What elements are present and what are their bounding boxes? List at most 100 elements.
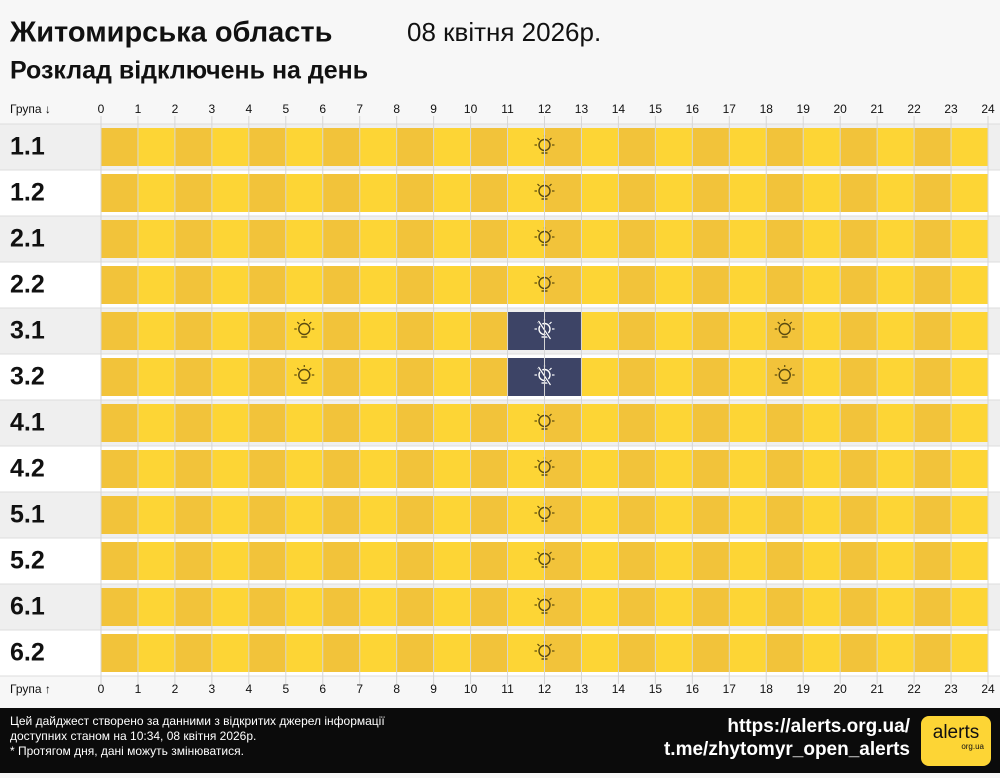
hour-shade (322, 588, 360, 626)
hour-shade (101, 312, 138, 350)
hour-shade (174, 496, 212, 534)
x-tick-label: 3 (209, 682, 216, 696)
hour-shade (840, 174, 878, 212)
x-tick-label: 19 (797, 102, 811, 116)
x-tick-label: 9 (430, 682, 437, 696)
hour-shade (766, 358, 804, 396)
hour-shade (174, 220, 212, 258)
hour-shade (766, 542, 804, 580)
x-tick-label: 2 (172, 682, 179, 696)
x-tick-label: 5 (282, 682, 289, 696)
hour-shade (914, 634, 952, 672)
hour-shade (914, 450, 952, 488)
link[interactable]: https://alerts.org.ua/ (727, 716, 910, 737)
hour-shade (840, 450, 878, 488)
x-tick-label: 10 (464, 682, 478, 696)
hour-shade (174, 588, 212, 626)
hour-shade (618, 404, 656, 442)
hour-shade (322, 312, 360, 350)
hour-shade (396, 358, 434, 396)
hour-shade (396, 128, 434, 166)
x-tick-label: 12 (538, 682, 552, 696)
x-tick-label: 23 (944, 682, 958, 696)
group-label: 6.1 (10, 593, 45, 621)
hour-shade (322, 542, 360, 580)
hour-shade (618, 312, 656, 350)
hour-shade (544, 496, 582, 534)
hour-shade (101, 174, 138, 212)
hour-shade (544, 220, 582, 258)
hour-shade (840, 358, 878, 396)
hour-shade (174, 358, 212, 396)
hour-shade (544, 634, 582, 672)
hour-shade (618, 174, 656, 212)
bulb-icon-part (549, 459, 552, 463)
hour-shade (914, 220, 952, 258)
group-label: 3.1 (10, 317, 45, 345)
hour-shade (692, 496, 730, 534)
hour-shade (840, 496, 878, 534)
hour-shade (396, 312, 434, 350)
hour-shade (692, 588, 730, 626)
hour-shade (248, 312, 286, 350)
bulb-icon-part (789, 367, 793, 371)
link[interactable]: t.me/zhytomyr_open_alerts (664, 739, 910, 760)
bulb-icon-part (549, 275, 552, 279)
x-tick-label: 15 (649, 682, 663, 696)
x-tick-label: 21 (870, 682, 884, 696)
hour-shade (692, 634, 730, 672)
hour-shade (322, 450, 360, 488)
y-label-top: Група ↓ (10, 102, 51, 116)
hour-shade (396, 174, 434, 212)
bulb-icon-part (549, 229, 552, 233)
hour-shade (174, 404, 212, 442)
x-tick-label: 8 (393, 682, 400, 696)
x-tick-label: 4 (245, 682, 252, 696)
group-label: 4.1 (10, 409, 45, 437)
x-tick-label: 24 (981, 682, 995, 696)
x-tick-label: 4 (245, 102, 252, 116)
bulb-icon-part (537, 459, 540, 463)
hour-shade (248, 266, 286, 304)
hour-shade (101, 358, 138, 396)
title: Житомирська область (9, 17, 332, 49)
hour-shade (544, 266, 582, 304)
hour-shade (914, 174, 952, 212)
hour-shade (544, 128, 582, 166)
hour-shade (840, 312, 878, 350)
bulb-icon-part (549, 321, 552, 325)
hour-shade (544, 588, 582, 626)
hour-shade (396, 450, 434, 488)
hour-shade (396, 634, 434, 672)
hour-shade (396, 588, 434, 626)
hour-shade (840, 404, 878, 442)
bulb-icon-part (778, 322, 791, 336)
hour-shade (101, 496, 138, 534)
x-tick-label: 11 (501, 102, 514, 116)
hour-shade (766, 588, 804, 626)
x-tick-label: 10 (464, 102, 478, 116)
hour-shade (766, 404, 804, 442)
footer-note: * Протягом дня, дані можуть змінюватися. (10, 744, 244, 758)
hour-shade (766, 128, 804, 166)
hour-shade (692, 174, 730, 212)
hour-shade (101, 588, 138, 626)
hour-shade (396, 220, 434, 258)
x-tick-label: 0 (98, 102, 105, 116)
logo (921, 716, 991, 766)
hour-shade (248, 450, 286, 488)
bulb-icon-part (537, 505, 540, 509)
group-label: 3.2 (10, 363, 45, 391)
hour-shade (470, 174, 508, 212)
hour-shade (248, 542, 286, 580)
subtitle: Розклад відключень на день (10, 57, 368, 85)
hour-shade (914, 358, 952, 396)
bulb-icon-part (537, 551, 540, 555)
x-tick-label: 13 (575, 102, 589, 116)
x-tick-label: 1 (135, 102, 142, 116)
hour-shade (914, 496, 952, 534)
hour-shade (470, 588, 508, 626)
bulb-icon (774, 365, 795, 384)
hour-shade (914, 588, 952, 626)
hour-shade (174, 450, 212, 488)
